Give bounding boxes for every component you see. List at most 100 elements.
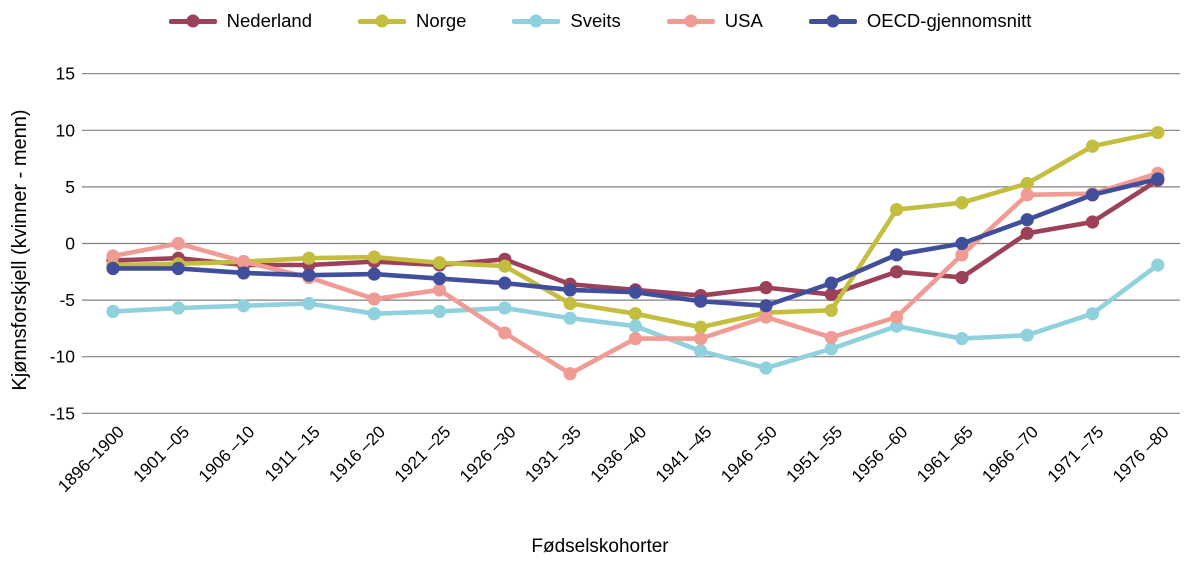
y-tick-label: 10 [56,120,76,140]
line-marker-icon [808,14,857,28]
data-point-oecd-gjennomsnitt [1151,172,1165,186]
data-point-oecd-gjennomsnitt [824,276,838,290]
data-point-usa [694,331,708,346]
legend-item-oecd-gjennomsnitt: OECD-gjennomsnitt [808,11,1031,31]
data-point-usa [824,330,838,345]
line-marker-icon [168,14,217,28]
data-point-nederland [1020,226,1034,240]
y-tick-label: -10 [50,347,76,367]
x-tick-label: 1951 –55 [783,422,847,486]
x-tick-label: 1896–1900 [54,422,128,496]
y-tick-label: 5 [65,177,75,197]
x-tick-label: 1921 –25 [391,422,455,486]
chart-legend: Nederland Norge Sveits USA OECD-gjennoms… [0,10,1200,31]
data-point-usa [237,255,251,269]
x-tick-label: 1926 –30 [456,422,520,486]
data-point-oecd-gjennomsnitt [955,236,969,251]
data-point-sveits [171,301,185,315]
x-tick-label: 1916 –20 [325,422,389,486]
data-point-oecd-gjennomsnitt [890,248,904,262]
data-point-sveits [1085,307,1100,321]
data-point-usa [890,310,904,324]
data-point-sveits [1020,328,1034,342]
data-point-usa [759,310,773,324]
data-point-usa [563,367,577,381]
data-point-usa [432,283,447,297]
line-marker-icon [666,14,715,28]
data-point-norge [1020,176,1034,191]
x-tick-label: 1931 –35 [521,422,585,486]
x-tick-label: 1906 –10 [195,422,259,486]
data-point-norge [1151,125,1165,140]
legend-label: USA [724,10,763,31]
data-point-nederland [759,281,773,295]
data-point-oecd-gjennomsnitt [106,261,120,276]
data-point-sveits [759,361,773,375]
data-point-sveits [824,342,838,356]
data-point-norge [498,259,512,273]
data-point-usa [498,326,512,340]
data-point-norge [367,250,381,264]
series-line-nederland [110,177,1161,298]
x-tick-label: 1941 –45 [652,422,716,486]
x-tick-label: 1901 –05 [130,422,194,486]
data-point-norge [432,256,447,270]
data-point-sveits [432,304,447,319]
x-tick-label: 1976 –80 [1109,422,1173,486]
data-point-sveits [955,331,969,346]
data-point-norge [824,303,838,317]
data-point-norge [890,202,904,217]
legend-label: Sveits [570,10,621,31]
data-point-sveits [563,311,577,325]
data-point-usa [1020,188,1034,202]
x-axis-title: Fødselskohorter [531,536,669,557]
data-point-nederland [955,270,969,285]
data-point-norge [628,307,643,321]
data-point-norge [694,320,708,334]
data-point-norge [955,196,969,210]
data-point-sveits [498,301,512,315]
data-point-oecd-gjennomsnitt [302,268,316,282]
data-point-nederland [824,287,838,302]
data-point-sveits [106,304,120,319]
data-point-sveits [237,299,251,313]
y-tick-label: -15 [50,403,75,423]
data-point-nederland [890,265,904,279]
data-point-norge [563,296,577,311]
y-tick-label: 15 [56,64,75,84]
data-point-sveits [367,307,381,321]
x-tick-label: 1971 –75 [1044,422,1108,486]
legend-item-usa: USA [666,10,763,31]
y-tick-label: -5 [59,290,75,310]
line-marker-icon [512,14,561,28]
x-tick-label: 1966 –70 [978,422,1042,486]
legend-item-nederland: Nederland [168,10,313,31]
y-tick-label: 0 [65,234,75,254]
x-tick-label: 1936 –40 [587,422,651,486]
data-point-oecd-gjennomsnitt [432,271,447,286]
y-axis-title: Kjønnsforskjell (kvinner - menn) [9,109,31,391]
data-point-usa [367,292,381,306]
legend-label: Norge [416,10,467,31]
data-point-oecd-gjennomsnitt [563,283,577,297]
legend-label: Nederland [226,10,313,31]
x-tick-label: 1961 –65 [913,422,977,486]
data-point-oecd-gjennomsnitt [367,267,381,281]
data-point-norge [302,251,316,265]
x-tick-label: 1956 –60 [848,422,912,486]
x-tick-label: 1911 –15 [261,422,324,485]
data-point-oecd-gjennomsnitt [498,276,512,290]
x-tick-label: 1946 –50 [717,422,781,486]
data-point-oecd-gjennomsnitt [171,261,185,276]
data-point-sveits [628,319,643,333]
data-point-sveits [1151,258,1165,272]
data-point-norge [1085,139,1100,153]
line-marker-icon [358,14,407,28]
data-point-oecd-gjennomsnitt [694,294,708,308]
legend-item-norge: Norge [358,10,467,31]
data-point-oecd-gjennomsnitt [1020,213,1034,227]
data-point-sveits [694,344,708,358]
data-point-oecd-gjennomsnitt [628,285,643,299]
